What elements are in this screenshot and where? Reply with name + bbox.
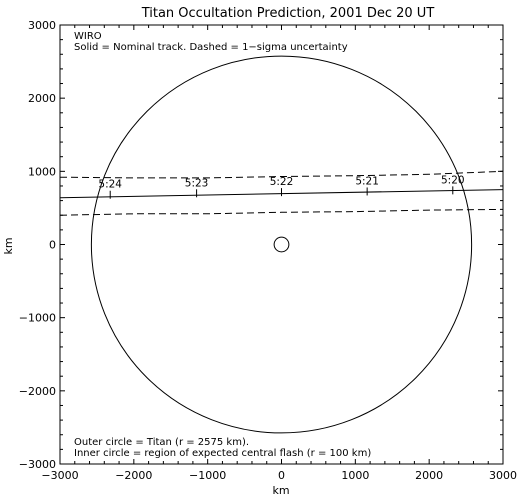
x-tick-label: 1000 [341, 469, 369, 482]
central-flash-circle [273, 236, 290, 253]
y-tick-label: −2000 [19, 385, 56, 398]
y-tick-label: 3000 [28, 19, 56, 32]
uncertainty-lower-line [59, 208, 504, 216]
y-axis-label: km [2, 237, 15, 254]
axis-tick-labels: −3000 −2000 −1000 0 1000 2000 3000 −3000 −2000 −1… [19, 19, 517, 482]
time-label: 5:24 [98, 179, 122, 191]
x-tick-label: −3000 [41, 469, 78, 482]
y-tick-label: −3000 [19, 458, 56, 471]
uncertainty-upper-line [59, 170, 504, 179]
x-tick-label: 2000 [415, 469, 443, 482]
station-label: WIRO [74, 31, 102, 42]
x-axis-label: km [272, 484, 289, 497]
chart-title: Titan Occultation Prediction, 2001 Dec 2… [141, 6, 435, 21]
y-tick-label: −1000 [19, 312, 56, 325]
plot-frame [59, 24, 504, 465]
y-tick-label: 0 [49, 239, 56, 252]
axis-ticks [59, 24, 504, 465]
x-tick-label: −2000 [115, 469, 152, 482]
x-tick-label: 3000 [489, 469, 517, 482]
titan-circle [90, 55, 473, 434]
time-label: 5:23 [185, 177, 209, 189]
legend-note: Solid = Nominal track. Dashed = 1−sigma … [74, 42, 348, 53]
time-label: 5:20 [441, 174, 465, 186]
y-tick-label: 2000 [28, 92, 56, 105]
y-tick-label: 1000 [28, 165, 56, 178]
plot-content: 5:24 5:23 5:22 5:21 5:20 [59, 55, 504, 434]
time-label: 5:22 [270, 176, 294, 188]
x-tick-label: 0 [278, 469, 285, 482]
time-label: 5:21 [355, 175, 379, 187]
outer-circle-note: Outer circle = Titan (r = 2575 km). [74, 437, 249, 448]
inner-circle-note: Inner circle = region of expected centra… [74, 448, 371, 459]
x-tick-label: −1000 [189, 469, 226, 482]
